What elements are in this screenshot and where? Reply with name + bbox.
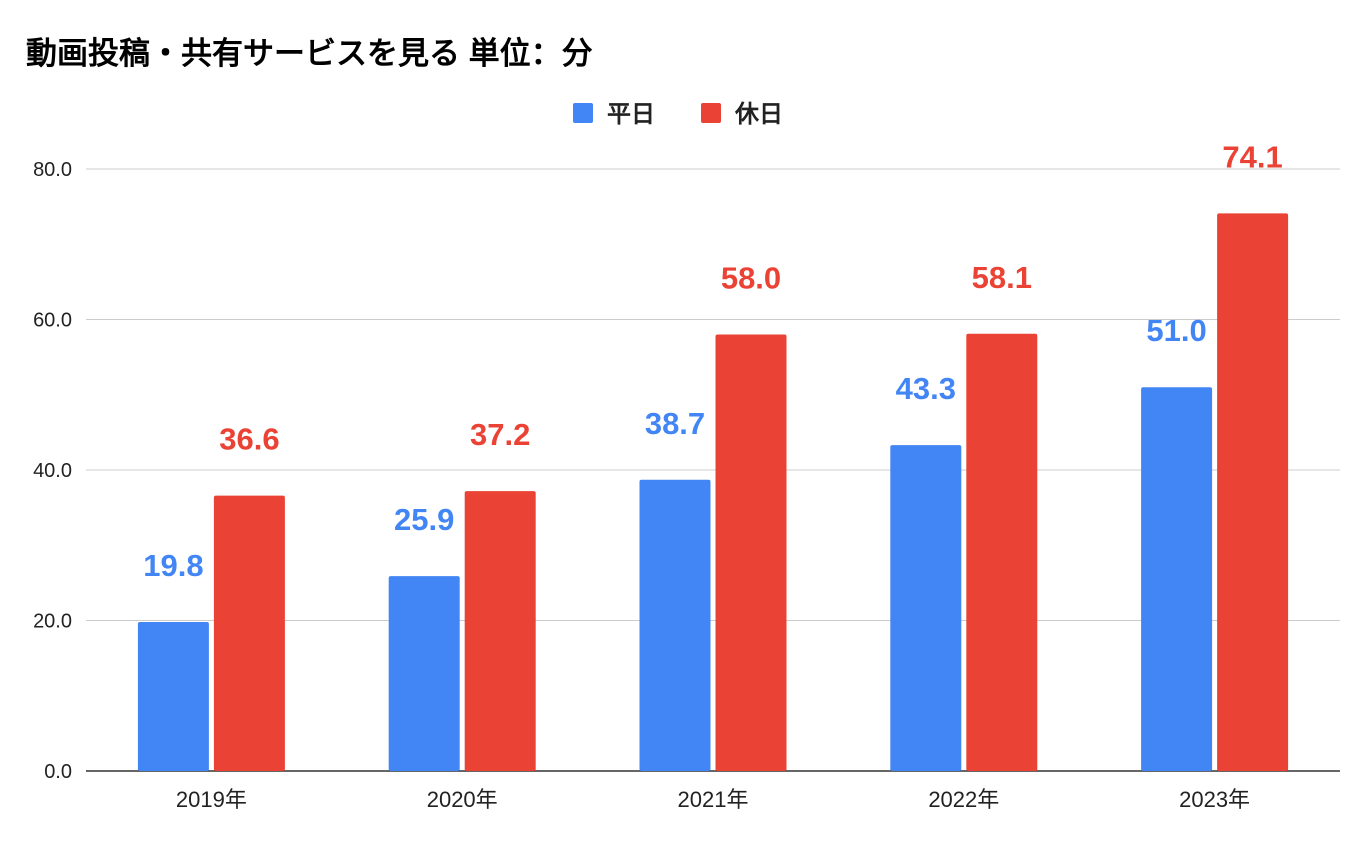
y-tick-label: 60.0: [33, 310, 72, 332]
x-tick-label: 2020年: [427, 787, 498, 812]
bar: [715, 334, 787, 771]
bar: [388, 576, 460, 771]
x-tick-label: 2022年: [928, 787, 999, 812]
data-label: 74.1: [1222, 139, 1282, 174]
x-axis-labels: 2019年 2020年 2021年 2022年 2023年: [176, 787, 1250, 812]
data-label: 38.7: [645, 406, 705, 441]
data-label: 58.1: [972, 260, 1032, 295]
bar: [464, 491, 536, 771]
legend-swatch: [701, 103, 721, 123]
x-tick-label: 2023年: [1179, 787, 1250, 812]
data-label: 36.6: [219, 422, 279, 457]
data-label: 43.3: [896, 371, 956, 406]
y-tick-label: 0.0: [44, 761, 72, 783]
legend-label: 平日: [607, 101, 655, 128]
x-tick-label: 2019年: [176, 787, 247, 812]
data-label: 51.0: [1146, 313, 1206, 348]
data-labels: 19.8 36.6 25.9 37.2 38.7 58.0 43.3 58.1 51.0 74.1: [143, 139, 1283, 583]
y-tick-label: 40.0: [33, 460, 72, 482]
gridlines: [86, 168, 1340, 772]
bar: [137, 622, 209, 771]
bar: [639, 479, 711, 771]
data-label: 37.2: [470, 417, 530, 452]
x-tick-label: 2021年: [678, 787, 749, 812]
bar: [890, 445, 962, 771]
bar: [966, 333, 1038, 771]
data-label: 25.9: [394, 502, 454, 537]
bar: [1141, 387, 1213, 771]
legend: 平日 休日: [573, 101, 783, 128]
bar: [1217, 213, 1289, 771]
chart-title: 動画投稿・共有サービスを見る 単位：分: [26, 36, 593, 71]
bar: [213, 495, 285, 771]
legend-swatch: [573, 103, 593, 123]
y-tick-label: 20.0: [33, 611, 72, 633]
bars: [137, 213, 1289, 771]
y-axis-ticks: 0.0 20.0 40.0 60.0 80.0: [33, 159, 72, 783]
data-label: 58.0: [721, 261, 781, 296]
y-tick-label: 80.0: [33, 159, 72, 181]
data-label: 19.8: [143, 548, 203, 583]
legend-label: 休日: [734, 101, 783, 128]
